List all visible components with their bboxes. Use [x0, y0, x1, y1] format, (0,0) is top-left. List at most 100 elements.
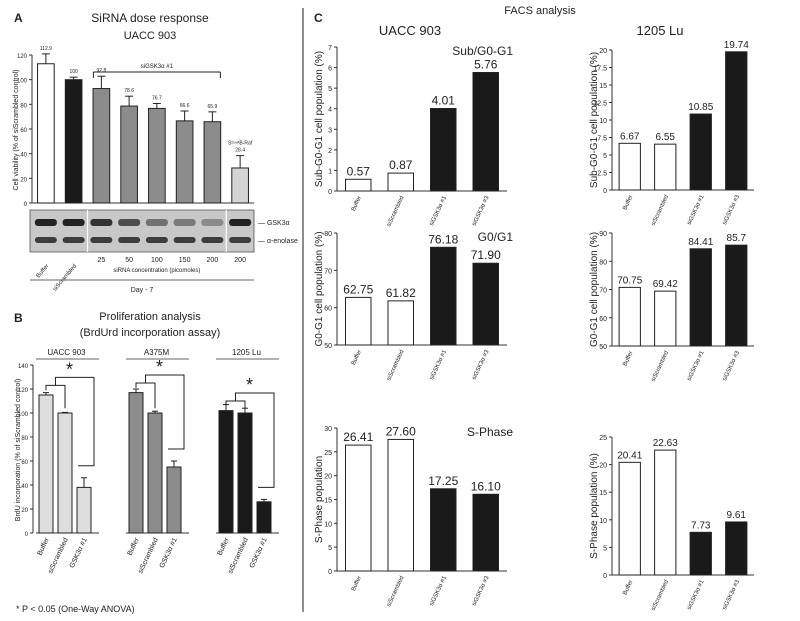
- y-tick-label: 20: [599, 48, 607, 55]
- y-tick-label: 4: [328, 107, 332, 114]
- value-label: 76.7: [152, 95, 162, 101]
- blot-band-gsk3a: [229, 219, 252, 226]
- y-tick-label: 0: [603, 188, 607, 195]
- x-tick-label: siGSK3α #3: [472, 575, 491, 607]
- facs-inner-title: G0/G1: [478, 230, 514, 244]
- y-tick-label: 7.5: [597, 136, 607, 143]
- value-label: 70.75: [617, 275, 642, 286]
- value-label: 84.41: [688, 237, 713, 248]
- blot-label-gsk3a: — GSK3α: [258, 220, 290, 227]
- bar: [345, 444, 372, 572]
- y-tick-label: 140: [18, 364, 29, 370]
- value-label: 69.42: [653, 279, 678, 290]
- y-tick-label: 50: [324, 343, 332, 350]
- y-tick-label: 120: [17, 54, 28, 60]
- bar: [37, 63, 55, 204]
- value-label: 27.60: [386, 424, 416, 438]
- x-tick-label: Buffer: [37, 536, 51, 556]
- panel-label-c: C: [314, 11, 323, 25]
- bar: [345, 178, 372, 192]
- bar: [92, 88, 111, 204]
- blot-band-gsk3a: [173, 219, 196, 226]
- value-label: 6.55: [656, 132, 676, 143]
- bar: [147, 412, 163, 534]
- x-tick-label: Buffer: [351, 575, 363, 592]
- y-tick-label: 0: [328, 189, 332, 196]
- y-tick-label: 0: [603, 573, 607, 580]
- chart-b-footnote: * P < 0.05 (One-Way ANOVA): [16, 604, 135, 614]
- x-tick-label: siScrambled: [227, 537, 250, 575]
- facs-inner-title: Sub/G0-G1: [452, 44, 513, 58]
- significance-star: *: [246, 375, 253, 395]
- blot-band-gsk3a: [145, 219, 168, 226]
- x-tick-label: siGSK3α #3: [722, 194, 741, 226]
- y-tick-label: 40: [21, 484, 28, 490]
- blot-band-gsk3a: [201, 219, 224, 226]
- y-tick-label: 80: [599, 259, 607, 266]
- y-tick-label: 2: [328, 148, 332, 155]
- x-tick-label: siScrambled: [651, 350, 670, 382]
- x-tick-label: Buffer: [36, 263, 51, 279]
- x-tick-label: Buffer: [351, 195, 363, 212]
- x-tick-label: siGSK3α #1: [429, 349, 448, 381]
- y-tick-label: 0: [25, 532, 29, 538]
- blot-label-enolase: — α-enolase: [258, 238, 298, 245]
- bar: [387, 300, 414, 346]
- value-label: 0.87: [389, 158, 413, 172]
- chart-a-ylabel: Cell viability (% of siScrambled control…: [13, 70, 20, 191]
- bar: [689, 113, 712, 191]
- bar: [725, 521, 748, 576]
- bar: [472, 262, 499, 346]
- special-label: S²⁵⁶ᴬB-Raf: [228, 141, 253, 147]
- y-tick-label: 6: [328, 66, 332, 73]
- y-tick-label: 20: [599, 463, 607, 470]
- group-name: UACC 903: [47, 348, 86, 357]
- bar: [430, 488, 457, 572]
- y-tick-label: 3: [328, 127, 332, 134]
- y-tick-label: 10: [324, 521, 332, 528]
- y-tick-label: 40: [20, 153, 27, 159]
- bar: [430, 246, 457, 346]
- x-tick-label: siScrambled: [386, 195, 405, 227]
- y-tick-label: 10: [599, 118, 607, 125]
- x-tick-label: siGSK3α #3: [472, 195, 491, 227]
- y-tick-label: 7: [328, 45, 332, 52]
- facs-ylabel: S-Phase population (%): [589, 453, 600, 559]
- bracket-label: siGSK3α #1: [141, 64, 174, 70]
- y-tick-label: 50: [599, 344, 607, 351]
- bar: [128, 392, 144, 534]
- chart-a-title: SiRNA dose response: [91, 11, 209, 25]
- blot-band-enolase: [145, 237, 168, 243]
- y-tick-label: 5: [603, 153, 607, 160]
- value-label: 62.75: [343, 282, 373, 296]
- x-tick-label: Buffer: [351, 349, 363, 366]
- x-tick-label: 150: [179, 257, 191, 264]
- x-tick-label: 25: [97, 257, 105, 264]
- x-tick-label: siScrambled: [651, 194, 670, 226]
- bar: [689, 531, 712, 576]
- bar: [256, 501, 272, 534]
- x-tick-label: siScrambled: [47, 537, 70, 575]
- significance-star: *: [156, 357, 163, 377]
- facs-inner-title: S-Phase: [467, 425, 513, 439]
- x-tick-label: 200: [207, 257, 219, 264]
- value-label: 65.9: [208, 104, 218, 110]
- bar: [345, 296, 372, 346]
- value-label: 16.10: [471, 479, 501, 493]
- y-tick-label: 30: [324, 426, 332, 433]
- x-tick-label: siScrambled: [651, 579, 670, 611]
- bar: [725, 244, 748, 347]
- sig-bracket: [235, 392, 275, 488]
- x-tick-label: GSK3α #1: [69, 537, 89, 569]
- x-tick-label: 50: [125, 257, 133, 264]
- y-tick-label: 80: [21, 436, 28, 442]
- bar: [237, 412, 253, 534]
- value-label: 100: [69, 69, 78, 75]
- facs-ylabel: S-Phase population: [314, 456, 325, 543]
- y-tick-label: 17.5: [593, 66, 607, 73]
- value-label: 17.25: [428, 474, 458, 488]
- chart-a-xlabel: siRNA concentration (picomoles): [113, 268, 200, 274]
- bar: [76, 486, 92, 534]
- bar: [218, 410, 234, 534]
